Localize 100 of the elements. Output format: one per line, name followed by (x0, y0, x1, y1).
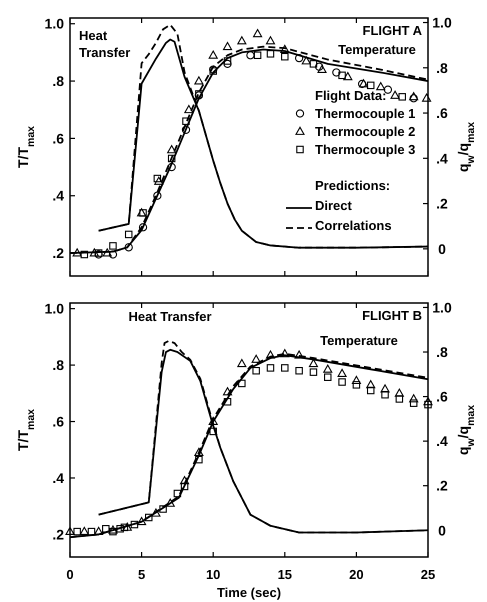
point (423, 397, 433, 406)
point (194, 448, 204, 456)
point (130, 520, 138, 528)
point (195, 456, 203, 464)
chart-title: FLIGHT B (362, 308, 422, 323)
point (159, 505, 167, 513)
point (358, 80, 366, 88)
point (180, 476, 190, 484)
point (139, 209, 147, 217)
point (180, 482, 188, 490)
y2-tick-label: .2 (436, 478, 448, 494)
y2-tick-label: .2 (436, 196, 448, 212)
point (222, 42, 232, 50)
point (137, 208, 146, 216)
point (154, 176, 164, 185)
point (409, 92, 418, 100)
chart-title: FLIGHT A (362, 23, 423, 38)
point (182, 126, 190, 134)
point (390, 90, 400, 99)
x-tick-label: 5 (138, 567, 146, 582)
y2-tick-label: 1.0 (432, 299, 452, 316)
y2-tick-label: .6 (436, 388, 448, 405)
point (310, 368, 318, 376)
point (174, 490, 182, 498)
point (168, 162, 176, 172)
point (376, 82, 386, 90)
point (294, 54, 304, 62)
point (295, 366, 303, 374)
point (323, 364, 332, 373)
point (208, 50, 218, 59)
point (409, 394, 418, 402)
point (410, 94, 418, 102)
point (254, 52, 262, 60)
point (94, 250, 103, 259)
point (109, 242, 117, 250)
point (352, 381, 360, 389)
y-tick-label: .4 (52, 188, 64, 204)
point (294, 350, 304, 359)
y2-tick-label: .8 (436, 344, 448, 360)
y-tick-label: .2 (52, 526, 64, 542)
legend-label: Correlations (315, 218, 392, 233)
annotation: Temperature (320, 333, 398, 348)
y-tick-label: 1.0 (44, 300, 64, 317)
point (166, 498, 175, 507)
point (72, 248, 82, 256)
point (338, 72, 346, 80)
point (237, 358, 246, 368)
point (209, 65, 218, 74)
point (422, 94, 432, 102)
point (246, 51, 255, 60)
point (384, 86, 392, 94)
point (194, 91, 204, 100)
point (209, 67, 217, 75)
x-tick-label: 10 (206, 567, 220, 582)
point (88, 528, 96, 536)
y2-tick-label: 0 (438, 240, 446, 257)
point (90, 248, 99, 256)
point (224, 57, 232, 65)
point (281, 52, 289, 60)
point (124, 243, 133, 252)
point (317, 64, 327, 74)
point (366, 386, 374, 394)
x-tick-label: 25 (420, 567, 436, 582)
point (252, 366, 260, 374)
point (224, 398, 232, 406)
point (396, 395, 404, 403)
point (124, 230, 132, 238)
point (266, 350, 276, 359)
point (398, 93, 406, 101)
x-axis-title: Time (sec) (216, 585, 282, 600)
point (94, 526, 104, 536)
point (332, 68, 340, 77)
point (182, 117, 190, 125)
point (153, 192, 162, 200)
point (380, 384, 390, 393)
y-tick-label: 1.0 (44, 16, 64, 32)
point (184, 104, 194, 114)
point (338, 378, 346, 386)
y-tick-label: .6 (52, 414, 64, 430)
point (145, 514, 153, 522)
y-tick-label: .8 (52, 73, 64, 90)
legend-label: Direct (315, 198, 353, 213)
point (343, 72, 352, 80)
y2-tick-label: .4 (436, 150, 448, 166)
point (381, 390, 389, 398)
y-tick-label: .6 (52, 130, 64, 146)
point (195, 90, 203, 98)
y2-tick-label: .8 (436, 60, 448, 76)
point (109, 528, 117, 536)
point (168, 154, 176, 162)
point (352, 376, 361, 384)
point (238, 380, 246, 388)
annotation: Heat Transfer (79, 28, 130, 60)
point (302, 56, 311, 64)
annotation: Predictions: (315, 178, 390, 193)
legend-title: Flight Data: (315, 88, 386, 103)
annotation: Temperature (338, 42, 416, 57)
y-tick-label: .8 (52, 357, 64, 374)
point (222, 387, 232, 396)
point (116, 525, 124, 533)
